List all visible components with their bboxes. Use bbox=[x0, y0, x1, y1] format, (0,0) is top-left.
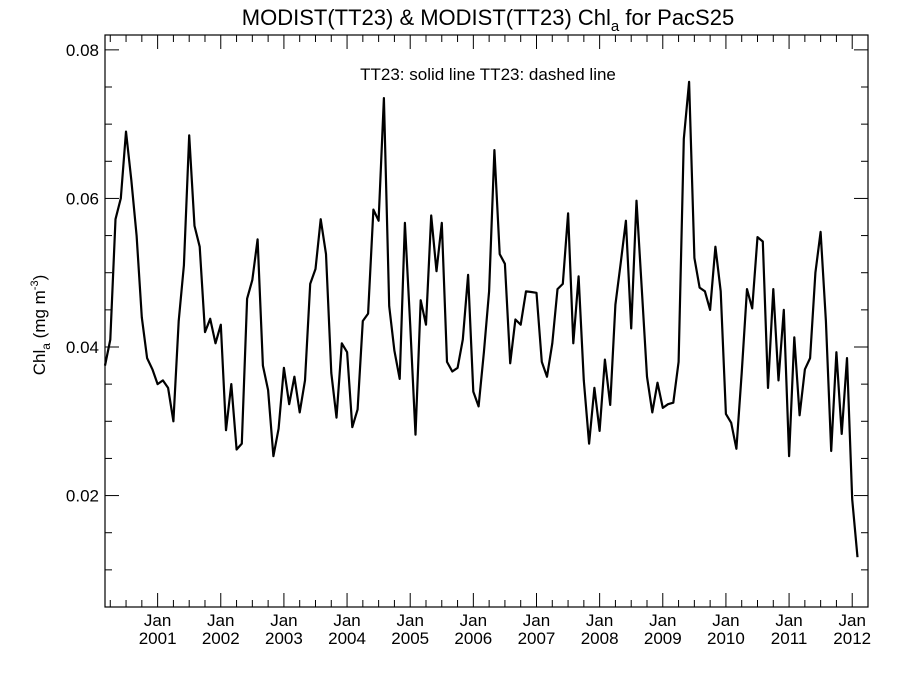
x-tick-month: Jan bbox=[523, 611, 550, 630]
x-tick-year: 2012 bbox=[833, 629, 871, 648]
series-annotation: TT23: solid line TT23: dashed line bbox=[360, 65, 616, 84]
y-tick-label: 0.02 bbox=[66, 487, 99, 506]
y-tick-label: 0.04 bbox=[66, 338, 99, 357]
series-line-solid bbox=[103, 80, 859, 558]
x-tick-month: Jan bbox=[839, 611, 866, 630]
x-tick-month: Jan bbox=[144, 611, 171, 630]
x-axis-ticks: Jan2001Jan2002Jan2003Jan2004Jan2005Jan20… bbox=[109, 35, 871, 648]
x-tick-month: Jan bbox=[775, 611, 802, 630]
y-axis-label: Chla (mg m-3) bbox=[29, 275, 53, 376]
x-tick-year: 2008 bbox=[581, 629, 619, 648]
x-tick-year: 2006 bbox=[454, 629, 492, 648]
x-tick-month: Jan bbox=[396, 611, 423, 630]
series-layer bbox=[103, 80, 859, 558]
x-tick-month: Jan bbox=[333, 611, 360, 630]
x-tick-month: Jan bbox=[712, 611, 739, 630]
x-tick-month: Jan bbox=[270, 611, 297, 630]
x-tick-month: Jan bbox=[586, 611, 613, 630]
x-tick-month: Jan bbox=[460, 611, 487, 630]
x-tick-year: 2003 bbox=[265, 629, 303, 648]
x-tick-month: Jan bbox=[649, 611, 676, 630]
y-tick-label: 0.08 bbox=[66, 41, 99, 60]
x-tick-year: 2011 bbox=[771, 629, 808, 648]
x-tick-year: 2009 bbox=[644, 629, 682, 648]
x-tick-year: 2007 bbox=[518, 629, 556, 648]
plot-frame bbox=[104, 34, 869, 608]
y-axis-ticks: 0.02 0.04 0.06 0.08 bbox=[66, 41, 868, 608]
x-tick-month: Jan bbox=[207, 611, 234, 630]
x-tick-year: 2004 bbox=[328, 629, 366, 648]
x-tick-year: 2002 bbox=[202, 629, 240, 648]
y-tick-label: 0.06 bbox=[66, 189, 99, 208]
x-tick-year: 2005 bbox=[391, 629, 429, 648]
chart-title: MODIST(TT23) & MODIST(TT23) Chla for Pac… bbox=[242, 5, 734, 35]
x-tick-year: 2010 bbox=[707, 629, 745, 648]
x-tick-year: 2001 bbox=[139, 629, 177, 648]
